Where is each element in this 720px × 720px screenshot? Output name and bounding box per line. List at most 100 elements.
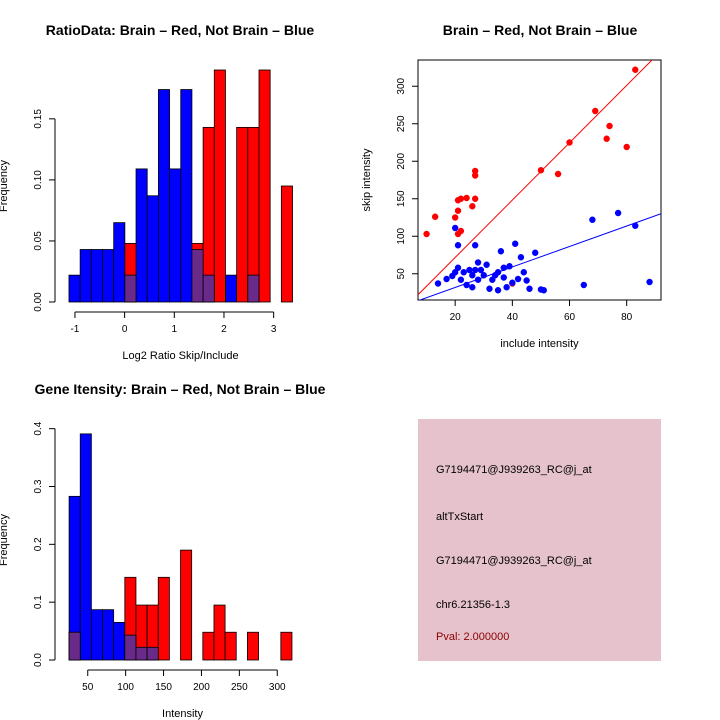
ratio-bar-not-brain xyxy=(157,89,170,303)
gene-x-tick-label: 100 xyxy=(117,682,134,693)
gene-bar-brain xyxy=(224,631,237,661)
scatter-point-not-brain xyxy=(469,284,476,291)
gene-y-tick-label: 0.4 xyxy=(33,421,44,435)
scatter-point-brain xyxy=(603,135,610,142)
ratio-x-tick-label: -1 xyxy=(70,324,79,335)
scatter-point-brain xyxy=(471,167,479,175)
ratio-bar-not-brain xyxy=(169,168,182,303)
scatter-point-not-brain xyxy=(486,285,493,292)
gene-y-tick-label: 0.2 xyxy=(33,537,44,551)
scatter-point-not-brain xyxy=(632,222,639,229)
scatter-point-not-brain xyxy=(520,269,527,276)
scatter-point-not-brain xyxy=(506,263,513,270)
gene-bar-brain xyxy=(246,631,259,661)
scatter-point-brain xyxy=(423,230,430,238)
gene-bar-overlap xyxy=(124,634,137,661)
ratio-bar-brain xyxy=(280,185,293,303)
ratio-bar-overlap xyxy=(124,274,137,303)
scatter-point-not-brain xyxy=(451,224,459,232)
scatter-point-not-brain xyxy=(646,278,653,286)
ratio-bar-not-brain xyxy=(113,222,126,303)
scatter-point-not-brain xyxy=(517,254,525,261)
ratio-bar-not-brain xyxy=(90,249,103,303)
scatter-point-not-brain xyxy=(474,259,482,266)
scatter-point-brain xyxy=(592,107,599,115)
ratio-x-tick-label: 1 xyxy=(172,324,178,335)
scatter-point-not-brain xyxy=(494,287,502,294)
scatter-point-not-brain xyxy=(466,266,473,274)
scatter-y-tick-label: 250 xyxy=(396,115,407,132)
scatter-point-not-brain xyxy=(480,272,487,279)
ratio-bar-brain xyxy=(236,126,249,303)
scatter-point-not-brain xyxy=(500,274,507,281)
scatter-plot-frame xyxy=(417,59,662,301)
ratio-bar-not-brain xyxy=(135,168,148,303)
scatter-x-tick-label: 60 xyxy=(564,312,576,323)
scatter-point-brain xyxy=(632,66,639,73)
ratio-bar-not-brain xyxy=(146,195,159,303)
scatter-point-not-brain xyxy=(580,281,588,289)
gene-x-tick-label: 250 xyxy=(231,682,248,693)
gene-bar-overlap xyxy=(135,646,148,661)
gene-bar-brain xyxy=(280,631,293,661)
scatter-point-brain xyxy=(469,203,476,210)
scatter-x-tick-label: 40 xyxy=(507,312,519,323)
scatter-point-not-brain xyxy=(526,285,533,292)
ratio-x-tick-label: 2 xyxy=(221,324,227,335)
scatter-point-not-brain xyxy=(471,266,479,274)
scatter-point-brain xyxy=(431,213,439,220)
gene-x-tick-label: 300 xyxy=(269,682,286,693)
probe-id-label: G7194471@J939263_RC@j_at xyxy=(436,464,592,476)
ratio-y-axis-label: Frequency xyxy=(0,160,10,212)
gene-x-tick-label: 200 xyxy=(193,682,210,693)
ratio-bar-not-brain xyxy=(180,89,193,303)
scatter-point-brain xyxy=(451,214,459,221)
gene-x-axis-label: Intensity xyxy=(162,708,203,720)
pval-label: Pval: 2.000000 xyxy=(436,631,510,643)
gene-x-tick-label: 50 xyxy=(82,682,94,693)
gene-bar-not-brain xyxy=(90,609,103,661)
scatter-point-not-brain xyxy=(471,242,479,249)
scatter-point-not-brain xyxy=(477,266,485,274)
scatter-point-not-brain xyxy=(434,280,442,287)
scatter-point-not-brain xyxy=(500,264,507,271)
scatter-point-brain xyxy=(554,170,562,178)
scatter-y-tick-label: 150 xyxy=(396,190,407,207)
gene-bar-not-brain xyxy=(113,622,126,661)
scatter-point-not-brain xyxy=(494,269,502,276)
scatter-point-not-brain xyxy=(509,279,516,286)
scatter-x-tick-label: 20 xyxy=(450,312,462,323)
scatter-point-not-brain xyxy=(589,216,596,223)
ratio-bar-overlap xyxy=(247,274,260,303)
scatter-point-not-brain xyxy=(614,209,622,217)
ratio-x-tick-label: 3 xyxy=(271,324,277,335)
ratio-x-axis-label: Log2 Ratio Skip/Include xyxy=(122,350,238,362)
ratio-bar-not-brain xyxy=(225,274,238,303)
ratio-y-tick-label: 0.05 xyxy=(33,231,44,251)
scatter-point-not-brain xyxy=(514,275,522,283)
ratio-y-tick-label: 0.00 xyxy=(33,292,44,312)
scatter-x-axis-label: include intensity xyxy=(500,338,579,350)
gene-bar-brain xyxy=(180,549,193,661)
scatter-point-not-brain xyxy=(460,269,467,276)
scatter-y-tick-label: 100 xyxy=(396,227,407,244)
gene-y-tick-label: 0.1 xyxy=(33,595,44,609)
scatter-point-brain xyxy=(471,172,479,179)
gene-x-tick-label: 150 xyxy=(155,682,172,693)
scatter-title: Brain – Red, Not Brain – Blue xyxy=(443,22,638,38)
scatter-point-not-brain xyxy=(443,275,450,283)
ratio-bar-brain xyxy=(258,69,271,303)
scatter-point-not-brain xyxy=(483,261,490,268)
gene-bar-not-brain xyxy=(102,609,115,661)
scatter-point-brain xyxy=(623,143,630,151)
scatter-point-not-brain xyxy=(457,276,465,283)
ratio-y-tick-label: 0.15 xyxy=(33,109,44,129)
scatter-point-not-brain xyxy=(469,272,476,279)
scatter-point-brain xyxy=(537,167,545,174)
scatter-point-not-brain xyxy=(454,264,462,271)
ratio-bar-overlap xyxy=(202,274,215,303)
scatter-point-brain xyxy=(606,122,613,130)
scatter-fit-line-not-brain xyxy=(418,213,661,300)
gene-bar-brain xyxy=(202,631,215,661)
